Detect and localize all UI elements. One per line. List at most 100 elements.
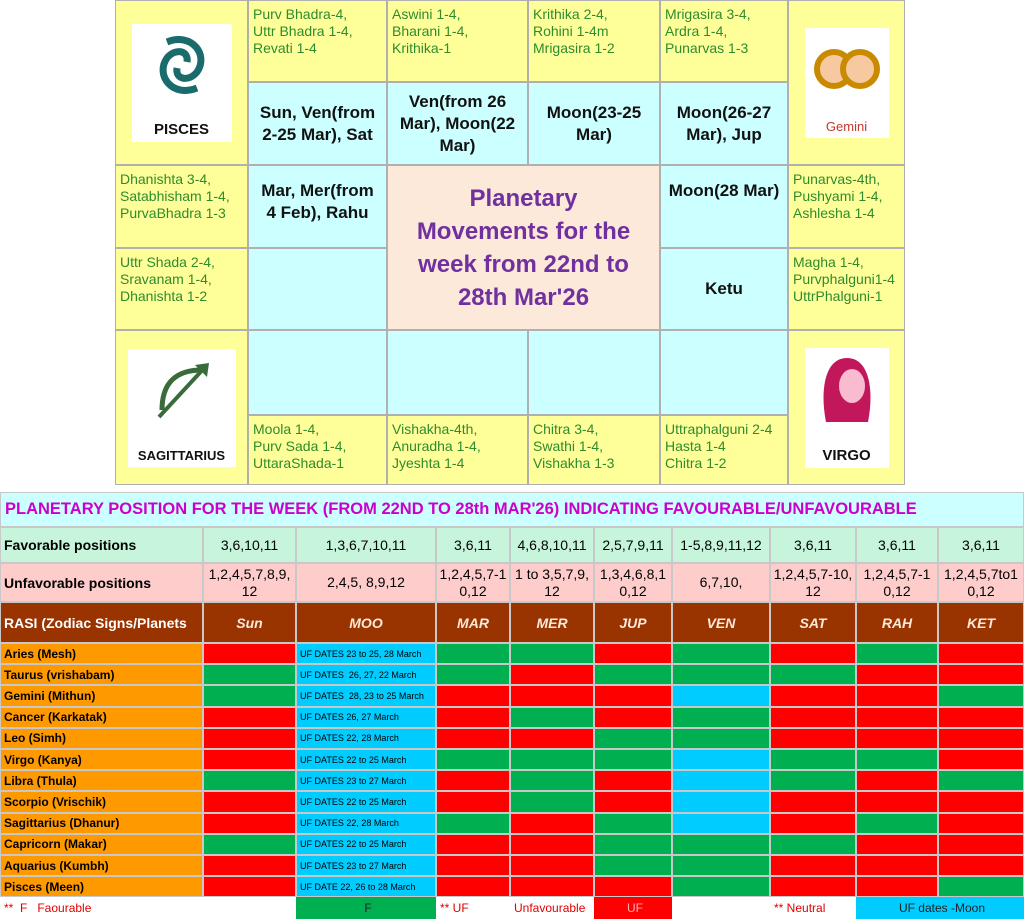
status-cell bbox=[203, 791, 296, 813]
status-cell bbox=[510, 643, 594, 665]
status-cell bbox=[436, 770, 510, 792]
status-cell bbox=[594, 770, 672, 792]
nakshatra-cell: Aswini 1-4, Bharani 1-4, Krithika-1 bbox=[387, 0, 528, 82]
status-cell bbox=[510, 855, 594, 877]
status-cell bbox=[436, 791, 510, 813]
sagittarius-icon bbox=[157, 362, 209, 418]
virgo-icon bbox=[823, 357, 870, 422]
status-cell bbox=[672, 727, 770, 749]
sign-cell: Gemini bbox=[788, 0, 905, 165]
position-cell: 1,2,4,5,7,8,9,12 bbox=[203, 563, 296, 602]
moon-note: UF DATES 28, 23 to 25 March bbox=[296, 685, 436, 707]
status-cell bbox=[770, 749, 856, 771]
empty-house bbox=[660, 330, 788, 415]
rasi-label: Capricorn (Makar) bbox=[0, 833, 203, 855]
nakshatra-cell: Purv Bhadra-4, Uttr Bhadra 1-4, Revati 1… bbox=[248, 0, 387, 82]
legend-text: ** Neutral bbox=[770, 897, 856, 919]
sign-image: VIRGO bbox=[804, 347, 889, 468]
status-cell bbox=[510, 664, 594, 686]
status-cell bbox=[856, 749, 938, 771]
status-cell bbox=[856, 770, 938, 792]
status-cell bbox=[510, 812, 594, 834]
rasi-label: Gemini (Mithun) bbox=[0, 685, 203, 707]
status-cell bbox=[672, 876, 770, 898]
status-cell bbox=[594, 706, 672, 728]
sign-cell: PISCES bbox=[115, 0, 248, 165]
sign-image: SAGITTARIUS bbox=[127, 348, 236, 467]
status-cell bbox=[594, 727, 672, 749]
status-cell bbox=[672, 706, 770, 728]
status-cell bbox=[672, 791, 770, 813]
center-box: Planetary Movements for the week from 22… bbox=[387, 165, 660, 330]
status-cell bbox=[770, 664, 856, 686]
planet-header: MOO bbox=[296, 602, 436, 643]
rasi-label: Cancer (Karkatak) bbox=[0, 706, 203, 728]
status-cell bbox=[856, 876, 938, 898]
moon-note: UF DATES 22 to 25 March bbox=[296, 749, 436, 771]
sign-label: Gemini bbox=[825, 118, 868, 134]
status-cell bbox=[856, 685, 938, 707]
status-cell bbox=[510, 727, 594, 749]
nakshatra-cell: Uttr Shada 2-4, Sravanam 1-4, Dhanishta … bbox=[115, 248, 248, 330]
moon-note: UF DATES 22 to 25 March bbox=[296, 791, 436, 813]
position-cell: 3,6,11 bbox=[770, 527, 856, 563]
status-cell bbox=[938, 706, 1024, 728]
status-cell bbox=[203, 855, 296, 877]
sign-label: SAGITTARIUS bbox=[137, 447, 226, 463]
nakshatra-cell: Dhanishta 3-4, Satabhisham 1-4, PurvaBha… bbox=[115, 165, 248, 248]
status-cell bbox=[203, 643, 296, 665]
status-cell bbox=[938, 685, 1024, 707]
row-label: Favorable positions bbox=[0, 527, 203, 563]
status-cell bbox=[672, 833, 770, 855]
moon-note: UF DATES 26, 27, 22 March bbox=[296, 664, 436, 686]
position-cell: 4,6,8,10,11 bbox=[510, 527, 594, 563]
status-cell bbox=[594, 833, 672, 855]
status-cell bbox=[510, 833, 594, 855]
rasi-label: Virgo (Kanya) bbox=[0, 749, 203, 771]
legend-text: ** UF bbox=[436, 897, 510, 919]
row-label: Unfavorable positions bbox=[0, 563, 203, 602]
sign-cell: SAGITTARIUS bbox=[115, 330, 248, 485]
position-cell: 3,6,11 bbox=[856, 527, 938, 563]
status-cell bbox=[510, 791, 594, 813]
status-cell bbox=[510, 749, 594, 771]
moon-note: UF DATE 22, 26 to 28 March bbox=[296, 876, 436, 898]
status-cell bbox=[510, 770, 594, 792]
pisces-icon bbox=[159, 35, 204, 94]
planet-header: MAR bbox=[436, 602, 510, 643]
status-cell bbox=[436, 833, 510, 855]
planet-cell: Moon(28 Mar) bbox=[660, 165, 788, 248]
status-cell bbox=[938, 833, 1024, 855]
moon-note: UF DATES 22 to 25 March bbox=[296, 833, 436, 855]
status-cell bbox=[938, 643, 1024, 665]
legend-text: Unfavourable bbox=[510, 897, 594, 919]
status-cell bbox=[770, 727, 856, 749]
sign-image: PISCES bbox=[131, 23, 232, 142]
status-cell bbox=[510, 685, 594, 707]
position-cell: 1,3,6,7,10,11 bbox=[296, 527, 436, 563]
legend-text: ** F Faourable bbox=[0, 897, 203, 919]
nakshatra-cell: Punarvas-4th, Pushyami 1-4, Ashlesha 1-4 bbox=[788, 165, 905, 248]
rasi-label: Aries (Mesh) bbox=[0, 643, 203, 665]
moon-note: UF DATES 23 to 27 March bbox=[296, 770, 436, 792]
status-cell bbox=[938, 812, 1024, 834]
chart-title: Planetary Movements for the week from 22… bbox=[416, 184, 631, 311]
sign-label: PISCES bbox=[153, 120, 210, 138]
status-cell bbox=[436, 706, 510, 728]
legend-swatch: UF dates -Moon bbox=[856, 897, 1024, 919]
status-cell bbox=[594, 643, 672, 665]
status-cell bbox=[203, 876, 296, 898]
status-cell bbox=[938, 791, 1024, 813]
rasi-label: Scorpio (Vrischik) bbox=[0, 791, 203, 813]
status-cell bbox=[203, 727, 296, 749]
position-cell: 2,4,5, 8,9,12 bbox=[296, 563, 436, 602]
status-cell bbox=[594, 812, 672, 834]
status-cell bbox=[436, 812, 510, 834]
status-cell bbox=[938, 664, 1024, 686]
status-cell bbox=[856, 643, 938, 665]
sign-label: VIRGO bbox=[822, 446, 871, 464]
status-cell bbox=[594, 855, 672, 877]
empty-house bbox=[387, 330, 528, 415]
planet-header: Sun bbox=[203, 602, 296, 643]
